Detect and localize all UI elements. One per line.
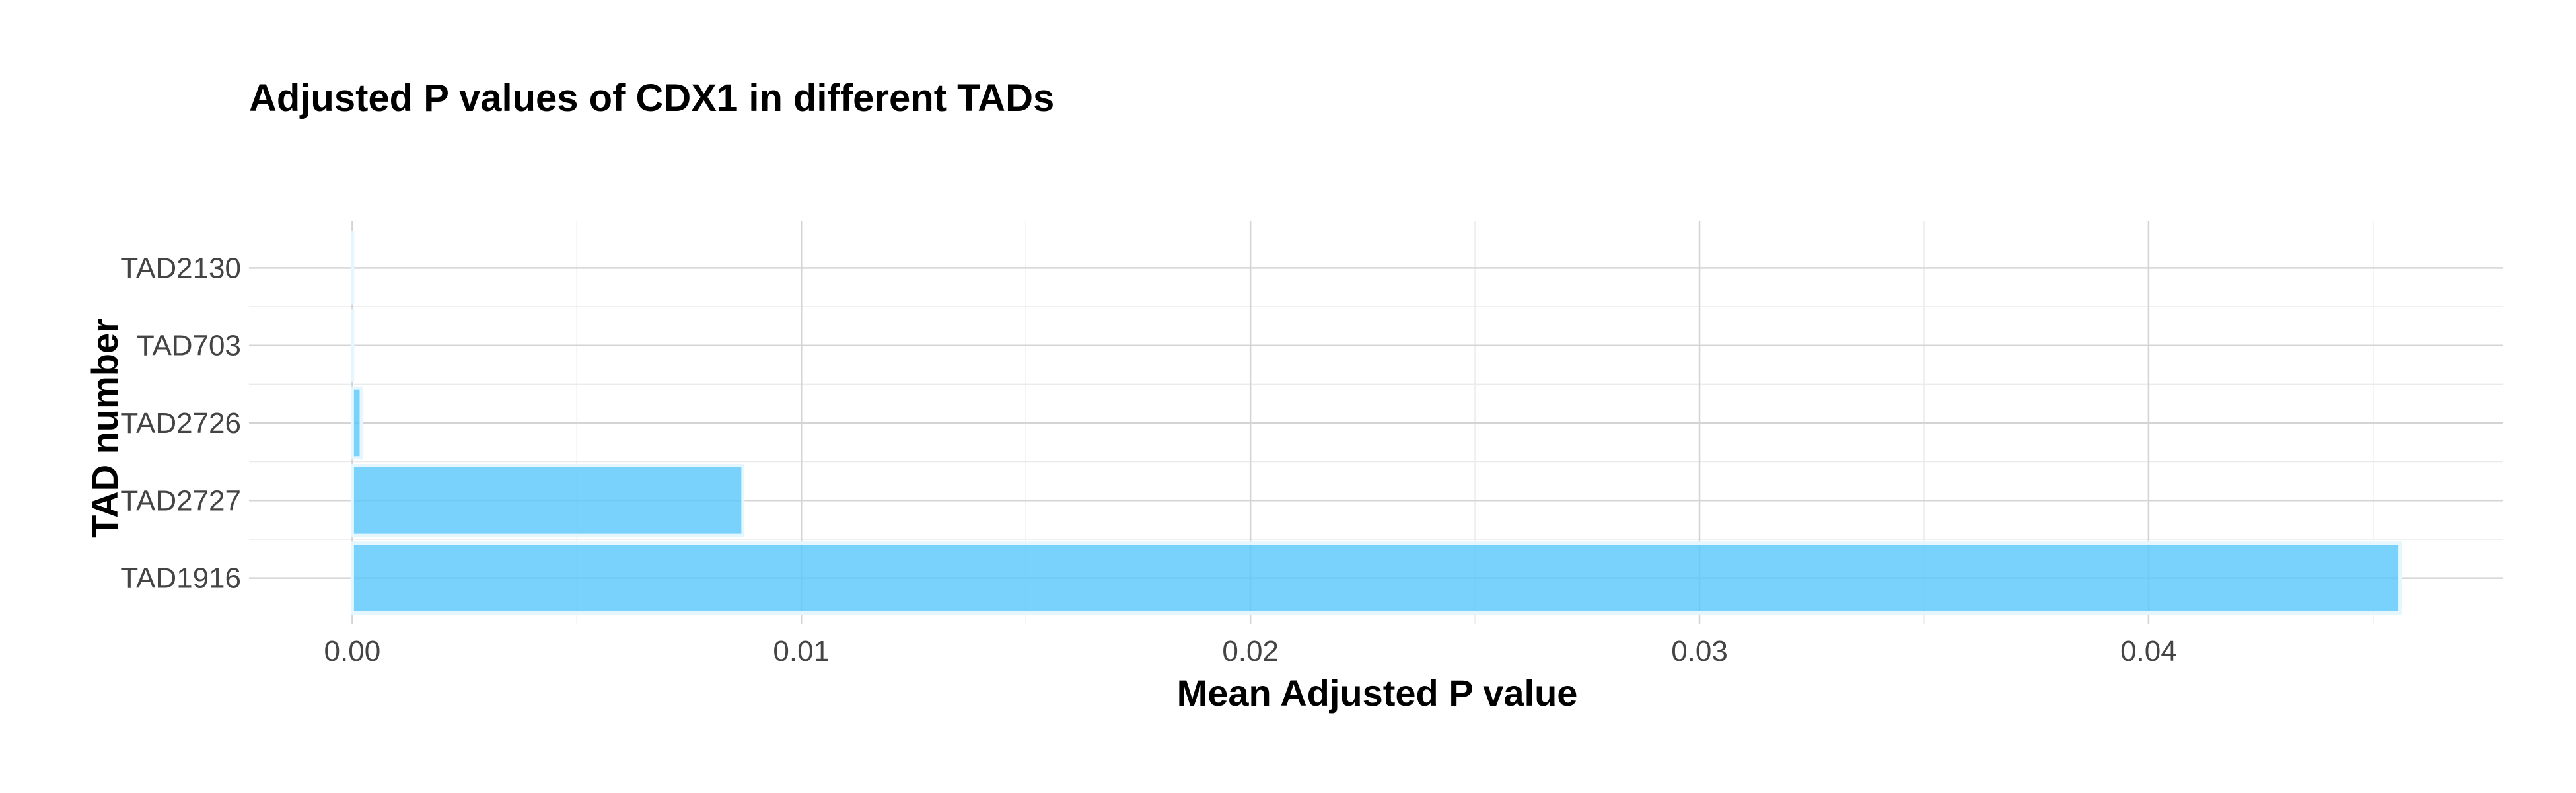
y-tick-labels: TAD1916 TAD2727 TAD2726 TAD703 TAD2130	[120, 252, 241, 594]
x-tick-label: 0.03	[1671, 635, 1728, 667]
bar-tad2727	[350, 464, 745, 537]
y-tick-label: TAD2726	[120, 407, 241, 439]
x-tick-label: 0.04	[2120, 635, 2177, 667]
y-tick-label: TAD1916	[120, 562, 241, 595]
bar-tad1916	[350, 541, 2402, 615]
y-tick-label: TAD703	[137, 330, 241, 362]
bar-tad703	[350, 309, 355, 382]
x-tick-labels: 0.00 0.01 0.02 0.03 0.04	[324, 635, 2177, 667]
bars	[350, 231, 2402, 615]
bar-tad2726	[350, 386, 363, 460]
y-tick-label: TAD2130	[120, 252, 241, 284]
x-axis-title: Mean Adjusted P value	[1177, 672, 1578, 714]
chart-title: Adjusted P values of CDX1 in different T…	[249, 77, 1054, 120]
y-tick-label: TAD2727	[120, 484, 241, 517]
bar-tad2130	[350, 231, 355, 305]
y-axis-title: TAD number	[84, 319, 125, 538]
x-tick-label: 0.00	[324, 635, 381, 667]
x-tick-label: 0.02	[1222, 635, 1279, 667]
x-tick-label: 0.01	[773, 635, 830, 667]
